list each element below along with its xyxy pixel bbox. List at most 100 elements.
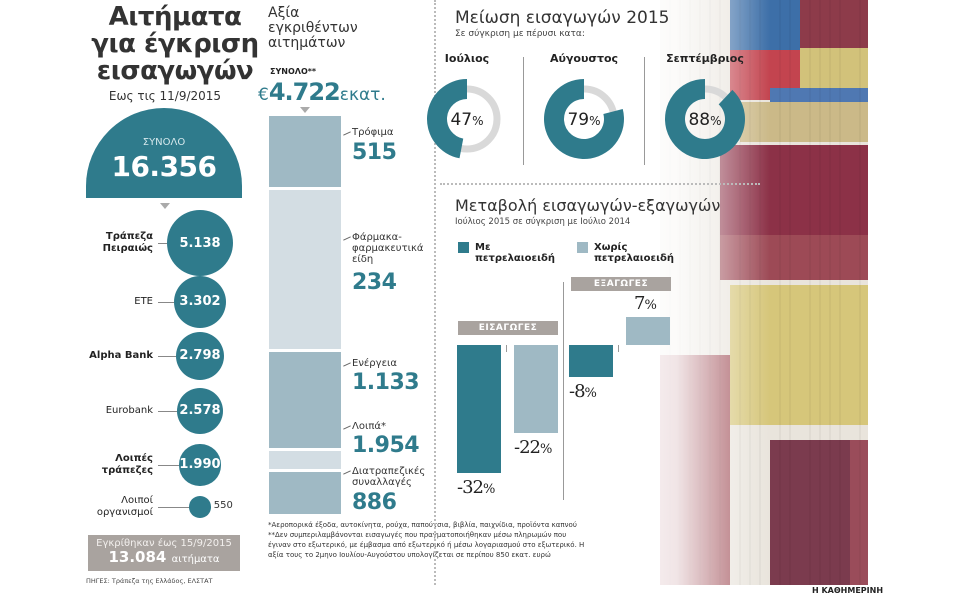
bank-value: 5.138 (179, 235, 221, 251)
segment-pointer (343, 470, 351, 475)
approved-value: 13.084 (108, 548, 167, 566)
bank-value: 2.578 (179, 403, 221, 419)
bar-with-oil (569, 345, 613, 377)
segment-label: Φάρμακα-φαρμακευτικά είδη (352, 232, 424, 265)
bank-value: 550 (213, 500, 233, 511)
bank-circle: 5.138 (167, 210, 233, 276)
bank-label: Τράπεζα Πειραιώς (102, 231, 153, 254)
middle-title: Αξία εγκριθέντων αιτημάτων (268, 6, 358, 51)
approved-box: Εγκρίθηκαν έως 15/9/2015 13.084 αιτήματα (88, 535, 240, 571)
bank-label: Eurobank (105, 405, 153, 416)
segment-pointer (343, 362, 351, 367)
dotted-divider-horizontal (440, 183, 760, 185)
donut-chart: 79% (544, 79, 624, 159)
segment-value: 886 (352, 490, 397, 515)
legend-label-without-oil: Χωρίς πετρελαιοειδή (594, 242, 674, 264)
segment-value: 1.954 (352, 433, 420, 458)
bank-circle: 1.990 (179, 444, 221, 486)
approved-unit: αιτήματα (171, 554, 220, 565)
donut-arc (427, 79, 467, 159)
bank-label: ΕΤΕ (134, 296, 153, 307)
total-label: ΣΥΝΟΛΟ (142, 137, 186, 148)
donut-month-label: Ιούλιος (444, 52, 490, 65)
category-exports: ΕΞΑΓΩΓΕΣ (571, 277, 671, 291)
category-separator (563, 282, 564, 500)
legend-with-line1: Με (475, 242, 491, 253)
import-export-title: Μεταβολή εισαγωγών-εξαγωγών (455, 196, 721, 215)
down-arrow-icon (160, 203, 170, 209)
bank-label: Λοιπές τράπεζες (101, 453, 153, 476)
bank-circle: 3.302 (173, 275, 227, 329)
left-title-line1: Αιτήματα (108, 2, 242, 32)
segment-label: Τρόφιμα (352, 127, 394, 138)
legend-swatch-with-oil (458, 242, 469, 253)
bar-value-label: -8% (569, 381, 597, 402)
segment-value: 1.133 (352, 370, 420, 395)
bank-value: 3.302 (179, 294, 221, 310)
category-imports: ΕΙΣΑΓΩΓΕΣ (458, 321, 558, 335)
stack-segment (269, 116, 341, 188)
approved-label: Εγκρίθηκαν έως 15/9/2015 (96, 538, 232, 549)
zero-tick (618, 345, 619, 352)
bank-connector (158, 243, 167, 244)
stack-segment (269, 190, 341, 349)
sources: ΠΗΓΕΣ: Τράπεζα της Ελλάδος, ΕΛΣΤΑΤ (86, 577, 213, 585)
middle-total-unit: εκατ. (339, 85, 386, 105)
bank-connector (158, 507, 190, 508)
donut-month-label: Αύγουστος (549, 52, 619, 65)
donut-separator (644, 57, 645, 165)
bank-label: Λοιποί οργανισμοί (96, 495, 153, 518)
segment-pointer (343, 236, 351, 241)
donut-value: 47% (450, 110, 483, 130)
footnote-1: *Αεροπορικά έξοδα, αυτοκίνητα, ρούχα, πα… (268, 521, 577, 529)
left-title-line2: για έγκριση (91, 29, 259, 59)
total-value: 16.356 (111, 150, 217, 183)
segment-value: 515 (352, 140, 397, 165)
total-dome-base (86, 186, 242, 198)
stacked-bar (269, 116, 341, 514)
bank-label: Alpha Bank (89, 350, 153, 361)
legend-swatch-without-oil (577, 242, 588, 253)
bank-value: 1.990 (179, 457, 221, 473)
stack-segment (269, 451, 341, 469)
zero-tick (506, 345, 507, 352)
donut-separator (523, 57, 524, 165)
donut-value: 88% (688, 110, 721, 130)
bank-connector (158, 302, 174, 303)
footnote-2: **Δεν συμπεριλαμβάνονται εισαγωγές που π… (268, 531, 585, 559)
stack-segment (269, 471, 341, 514)
dotted-divider-vertical (434, 0, 436, 585)
stack-segment (269, 351, 341, 449)
donut-subtitle: Σε σύγκριση με πέρυσι κατα: (455, 29, 585, 39)
donut-title: Μείωση εισαγωγών 2015 (455, 8, 670, 28)
left-subtitle: Εως τις 11/9/2015 (108, 89, 222, 103)
bank-connector (158, 356, 176, 357)
bar-value-label: -22% (514, 437, 552, 458)
donut-arc (544, 79, 624, 159)
middle-title-line3: αιτημάτων (268, 35, 346, 51)
euro-sign: € (258, 85, 269, 105)
bank-circle: 2.798 (175, 331, 225, 381)
segment-pointer (343, 131, 351, 136)
segment-value: 234 (352, 270, 397, 295)
segment-label: Διατραπεζικές συναλλαγές (352, 466, 426, 488)
middle-title-line2: εγκριθέντων (268, 20, 358, 36)
import-export-subtitle: Ιούλιος 2015 σε σύγκριση με Ιούλιο 2014 (455, 217, 631, 227)
segment-label: Λοιπά* (352, 421, 386, 432)
legend-label-with-oil: Με πετρελαιοειδή (475, 242, 555, 264)
bar-without-oil (514, 345, 558, 433)
donut-chart: 47% (427, 79, 501, 159)
middle-title-line1: Αξία (268, 5, 300, 21)
legend-without-line2: πετρελαιοειδή (594, 253, 674, 264)
down-arrow-icon (300, 107, 310, 113)
bank-value: 2.798 (179, 348, 221, 364)
bar-without-oil (626, 317, 670, 345)
donut-arc (665, 79, 745, 159)
segment-label: Ενέργεια (352, 358, 397, 369)
bank-connector (158, 411, 177, 412)
bar-value-label: 7% (634, 293, 657, 314)
legend-with-line2: πετρελαιοειδή (475, 253, 555, 264)
approved-total: 13.084 αιτήματα (88, 549, 240, 568)
left-title: Αιτήματα για έγκριση εισαγωγών (80, 4, 270, 85)
bank-circle (189, 496, 211, 518)
